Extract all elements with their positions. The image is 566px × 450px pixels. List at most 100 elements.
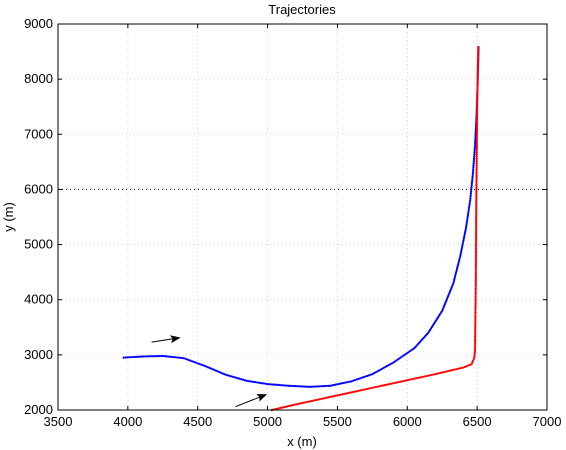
series-1-point [465,221,468,224]
series-1-point [472,162,475,165]
series-2-point [475,231,478,234]
series-2-point [475,225,478,229]
series-2-point [427,374,430,377]
series-1-point [453,278,456,281]
series-2-point [475,142,478,146]
series-1-point [196,362,199,365]
series-2-point [475,149,478,153]
series-2-point [379,384,383,388]
series-1-point [372,372,376,375]
series-2-point [475,187,478,190]
series-2-point [473,346,477,349]
series-2-point [279,406,282,410]
series-1-point [348,380,351,383]
series-1-point [387,364,390,367]
series-2-point [474,300,477,303]
series-1-point [173,356,177,359]
series-1-point [163,355,166,358]
series-1-point [266,382,269,386]
series-2-point [475,125,479,128]
series-2-point [475,134,479,137]
series-2-point [277,407,280,410]
series-1-point [315,385,318,388]
series-1-point [469,199,472,202]
y-tick-label: 5000 [24,237,53,252]
series-1-point [346,380,350,384]
series-1-point [472,164,475,167]
series-2-point [474,296,477,299]
series-1-point [462,240,465,243]
series-2-point [475,229,478,232]
series-1-point [464,228,467,231]
series-2-point [359,389,362,392]
series-1-point [303,385,306,388]
series-2-point [474,331,477,334]
series-2-point [476,67,479,70]
series-2-point [435,372,439,375]
series-1-point [229,375,232,378]
series-2-point [475,119,479,123]
series-1-point [179,356,182,359]
series-2-point [476,103,479,106]
series-2-point [475,128,479,131]
series-2-point [474,241,478,244]
series-2-point [475,190,478,193]
series-1-point [343,381,346,384]
series-1-point [350,380,353,383]
series-1-point [470,184,473,187]
series-2-point [476,70,479,73]
series-2-point [474,326,477,329]
series-2-point [369,387,372,390]
series-2-point [474,305,477,309]
series-2-point [284,405,287,408]
annotation-layer [151,335,268,408]
series-2-point [475,127,479,130]
series-2-point [399,380,402,383]
series-2-point [414,377,418,380]
series-1-point [154,355,157,358]
series-2-point [474,245,478,248]
y-tick-label: 4000 [24,292,53,307]
series-1-point [280,384,283,387]
series-2-point [475,155,478,158]
series-2-point [446,370,449,373]
series-1-point [254,381,257,384]
series-2-point [350,391,353,394]
series-2-point [474,271,477,274]
series-1-point [455,270,458,273]
series-1-point [161,354,164,358]
series-2-point [474,298,477,301]
series-2-point [297,402,301,405]
series-2-point [474,329,477,333]
series-2-point [475,222,478,225]
series-1-point [385,365,388,368]
series-1-point [275,383,278,386]
series-1-point [268,383,271,386]
series-2-point [313,399,316,402]
series-1-point [463,235,466,238]
series-2-point [327,396,330,399]
series-1-point [325,384,329,388]
series-2-point [474,239,478,243]
series-1-point [467,212,470,215]
series-2-point [475,151,478,154]
series-1-point [473,147,476,151]
series-1-point [308,385,311,388]
series-1-point [467,206,471,209]
series-2-point [474,268,477,271]
series-2-point [331,395,334,398]
series-2-point [402,379,405,383]
series-1-point [135,355,138,358]
series-1-point [296,385,299,388]
series-2-point [385,383,388,386]
series-2-point [474,264,477,267]
series-2-point [473,354,476,358]
series-2-point [453,368,456,371]
series-2-point [294,403,297,406]
series-2-point [474,304,477,307]
series-1-point [462,238,465,242]
series-1-point [144,355,147,358]
series-2-point [392,382,395,385]
series-2-point [475,194,478,197]
series-1-point [152,355,156,358]
